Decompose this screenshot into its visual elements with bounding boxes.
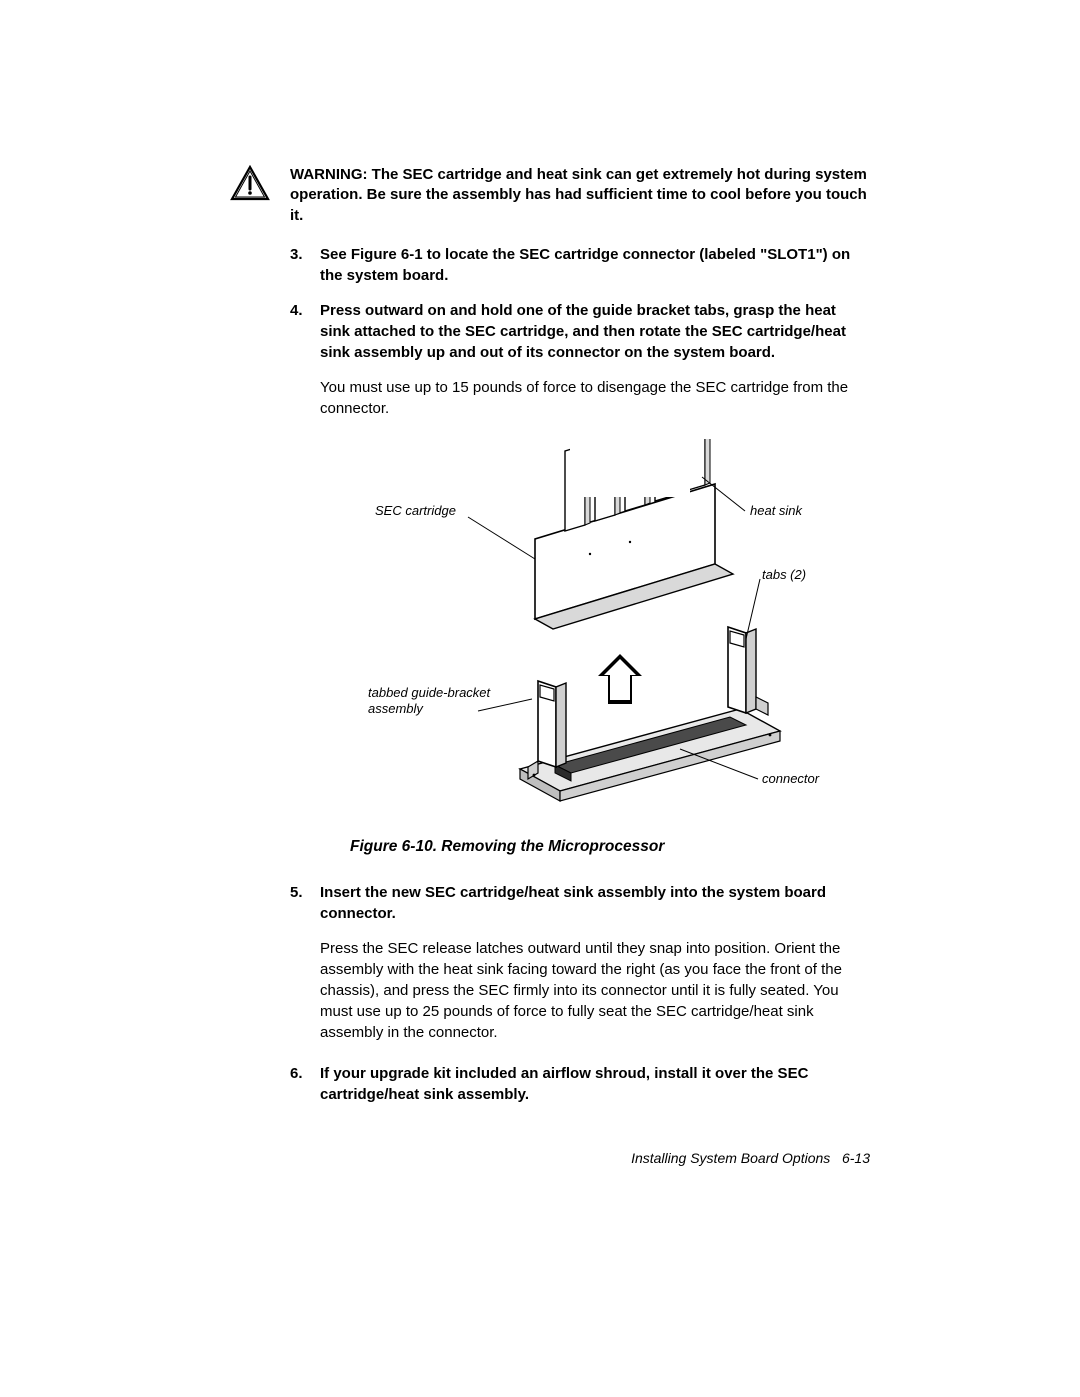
step-num: 3. [290,244,308,286]
step-body: Insert the new SEC cartridge/heat sink a… [320,882,870,924]
warning-label: WARNING: [290,166,368,183]
label-connector: connector [762,771,820,786]
figure-svg: SEC cartridge heat sink tabs (2) tabbed … [350,439,890,819]
step-5-note: Press the SEC release latches outward un… [320,938,870,1043]
label-tabs: tabs (2) [762,567,806,582]
step-num: 5. [290,882,308,924]
step-body: If your upgrade kit included an airflow … [320,1063,870,1105]
step-3: 3. See Figure 6-1 to locate the SEC cart… [290,244,870,286]
warning-block: WARNING: The SEC cartridge and heat sink… [230,165,870,226]
step-body: Press outward on and hold one of the gui… [320,300,870,363]
label-heat-sink: heat sink [750,503,804,518]
step-5: 5. Insert the new SEC cartridge/heat sin… [290,882,870,924]
warning-body: The SEC cartridge and heat sink can get … [290,166,867,224]
step-list: 3. See Figure 6-1 to locate the SEC cart… [290,244,870,1105]
label-guide-bracket-1: tabbed guide-bracket [368,685,492,700]
footer-page: 6-13 [842,1150,870,1166]
figure-caption: Figure 6-10. Removing the Microprocessor [350,838,870,856]
warning-text: WARNING: The SEC cartridge and heat sink… [290,165,870,226]
label-guide-bracket-2: assembly [368,701,424,716]
figure-6-10: SEC cartridge heat sink tabs (2) tabbed … [350,439,870,856]
page-footer: Installing System Board Options 6-13 [230,1150,870,1166]
warning-icon [230,165,270,226]
step-num: 6. [290,1063,308,1105]
step-6: 6. If your upgrade kit included an airfl… [290,1063,870,1105]
footer-section: Installing System Board Options [631,1150,830,1166]
step-4-note: You must use up to 15 pounds of force to… [320,377,870,419]
step-num: 4. [290,300,308,363]
step-4: 4. Press outward on and hold one of the … [290,300,870,363]
step-body: See Figure 6-1 to locate the SEC cartrid… [320,244,870,286]
label-sec-cartridge: SEC cartridge [375,503,456,518]
